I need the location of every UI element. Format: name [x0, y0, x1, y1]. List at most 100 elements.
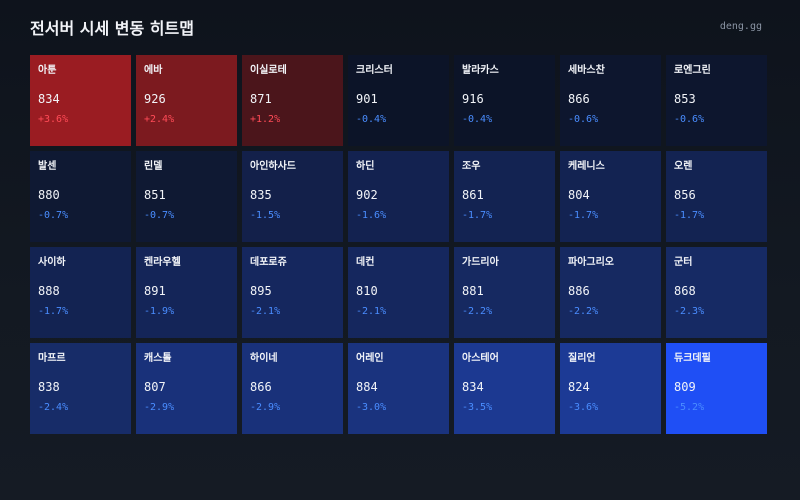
server-price: 871	[250, 92, 272, 106]
server-cell[interactable]: 파아그리오 886 -2.2%	[560, 247, 661, 338]
server-change: -2.1%	[356, 306, 387, 317]
server-cell[interactable]: 이실로테 871 +1.2%	[242, 55, 343, 146]
server-cell[interactable]: 켄라우헬 891 -1.9%	[136, 247, 237, 338]
server-change: -1.7%	[674, 210, 705, 221]
server-name: 에바	[144, 65, 163, 76]
server-name: 데컨	[356, 257, 375, 268]
server-name: 질리언	[568, 353, 596, 364]
server-cell[interactable]: 듀크데필 809 -5.2%	[666, 343, 767, 434]
server-change: -2.1%	[250, 306, 281, 317]
server-name: 발센	[38, 161, 57, 172]
server-cell[interactable]: 케레니스 804 -1.7%	[560, 151, 661, 242]
server-change: -0.6%	[674, 114, 705, 125]
server-change: -2.3%	[674, 306, 705, 317]
server-cell[interactable]: 발센 880 -0.7%	[30, 151, 131, 242]
server-change: -0.7%	[38, 210, 69, 221]
server-cell[interactable]: 마프르 838 -2.4%	[30, 343, 131, 434]
server-price: 895	[250, 284, 272, 298]
brand-label: deng.gg	[719, 21, 762, 32]
server-price: 838	[38, 380, 60, 394]
server-change: +2.4%	[144, 114, 175, 125]
server-change: -1.5%	[250, 210, 281, 221]
server-cell[interactable]: 세바스찬 866 -0.6%	[560, 55, 661, 146]
server-cell[interactable]: 군터 868 -2.3%	[666, 247, 767, 338]
server-price: 884	[356, 380, 378, 394]
server-change: -1.9%	[144, 306, 175, 317]
server-name: 케레니스	[568, 161, 605, 172]
server-name: 아툰	[38, 65, 57, 76]
server-cell[interactable]: 로엔그린 853 -0.6%	[666, 55, 767, 146]
server-cell[interactable]: 아툰 834 +3.6%	[30, 55, 131, 146]
server-price: 856	[674, 188, 696, 202]
server-price: 916	[462, 92, 484, 106]
server-name: 하이네	[250, 353, 278, 364]
server-cell[interactable]: 아스테어 834 -3.5%	[454, 343, 555, 434]
server-change: -3.6%	[568, 402, 599, 413]
server-cell[interactable]: 가드리아 881 -2.2%	[454, 247, 555, 338]
page-title: 전서버 시세 변동 히트맵	[30, 19, 194, 38]
server-price: 881	[462, 284, 484, 298]
server-name: 하딘	[356, 161, 375, 172]
server-cell[interactable]: 하딘 902 -1.6%	[348, 151, 449, 242]
server-change: -2.2%	[568, 306, 599, 317]
server-price: 891	[144, 284, 166, 298]
server-change: -2.9%	[144, 402, 175, 413]
server-change: +3.6%	[38, 114, 69, 125]
server-change: -1.6%	[356, 210, 387, 221]
heatmap-grid: 아툰 834 +3.6% 에바 926 +2.4% 이실로테 871 +1.2% 크리스터 901 -…	[30, 55, 767, 434]
server-name: 사이하	[38, 257, 66, 268]
server-name: 아스테어	[462, 353, 499, 364]
server-name: 마프르	[38, 353, 66, 364]
server-name: 파아그리오	[568, 257, 614, 268]
server-cell[interactable]: 크리스터 901 -0.4%	[348, 55, 449, 146]
server-cell[interactable]: 오렌 856 -1.7%	[666, 151, 767, 242]
server-change: -0.4%	[462, 114, 493, 125]
server-price: 866	[568, 92, 590, 106]
server-cell[interactable]: 데포로쥬 895 -2.1%	[242, 247, 343, 338]
server-change: -2.9%	[250, 402, 281, 413]
server-cell[interactable]: 어레인 884 -3.0%	[348, 343, 449, 434]
server-change: -2.4%	[38, 402, 69, 413]
page-header: 전서버 시세 변동 히트맵 deng.gg	[30, 16, 770, 42]
server-name: 린델	[144, 161, 163, 172]
server-change: -1.7%	[462, 210, 493, 221]
server-cell[interactable]: 하이네 866 -2.9%	[242, 343, 343, 434]
server-price: 804	[568, 188, 590, 202]
server-cell[interactable]: 린델 851 -0.7%	[136, 151, 237, 242]
server-cell[interactable]: 사이하 888 -1.7%	[30, 247, 131, 338]
server-name: 어레인	[356, 353, 384, 364]
server-cell[interactable]: 발라카스 916 -0.4%	[454, 55, 555, 146]
server-change: -3.0%	[356, 402, 387, 413]
server-cell[interactable]: 캐스톨 807 -2.9%	[136, 343, 237, 434]
server-cell[interactable]: 질리언 824 -3.6%	[560, 343, 661, 434]
server-price: 807	[144, 380, 166, 394]
server-change: -2.2%	[462, 306, 493, 317]
server-price: 926	[144, 92, 166, 106]
server-change: -0.6%	[568, 114, 599, 125]
server-change: -3.5%	[462, 402, 493, 413]
server-change: -1.7%	[568, 210, 599, 221]
server-change: -0.4%	[356, 114, 387, 125]
server-name: 가드리아	[462, 257, 499, 268]
server-name: 이실로테	[250, 65, 287, 76]
server-price: 888	[38, 284, 60, 298]
server-price: 835	[250, 188, 272, 202]
server-price: 851	[144, 188, 166, 202]
server-cell[interactable]: 에바 926 +2.4%	[136, 55, 237, 146]
server-name: 캐스톨	[144, 353, 172, 364]
server-price: 866	[250, 380, 272, 394]
server-change: -1.7%	[38, 306, 69, 317]
server-name: 오렌	[674, 161, 693, 172]
server-cell[interactable]: 아인하사드 835 -1.5%	[242, 151, 343, 242]
server-name: 아인하사드	[250, 161, 296, 172]
server-cell[interactable]: 조우 861 -1.7%	[454, 151, 555, 242]
server-price: 861	[462, 188, 484, 202]
server-name: 켄라우헬	[144, 257, 181, 268]
server-change: -0.7%	[144, 210, 175, 221]
server-name: 조우	[462, 161, 481, 172]
server-cell[interactable]: 데컨 810 -2.1%	[348, 247, 449, 338]
server-price: 868	[674, 284, 696, 298]
server-price: 880	[38, 188, 60, 202]
server-name: 발라카스	[462, 65, 499, 76]
server-price: 901	[356, 92, 378, 106]
